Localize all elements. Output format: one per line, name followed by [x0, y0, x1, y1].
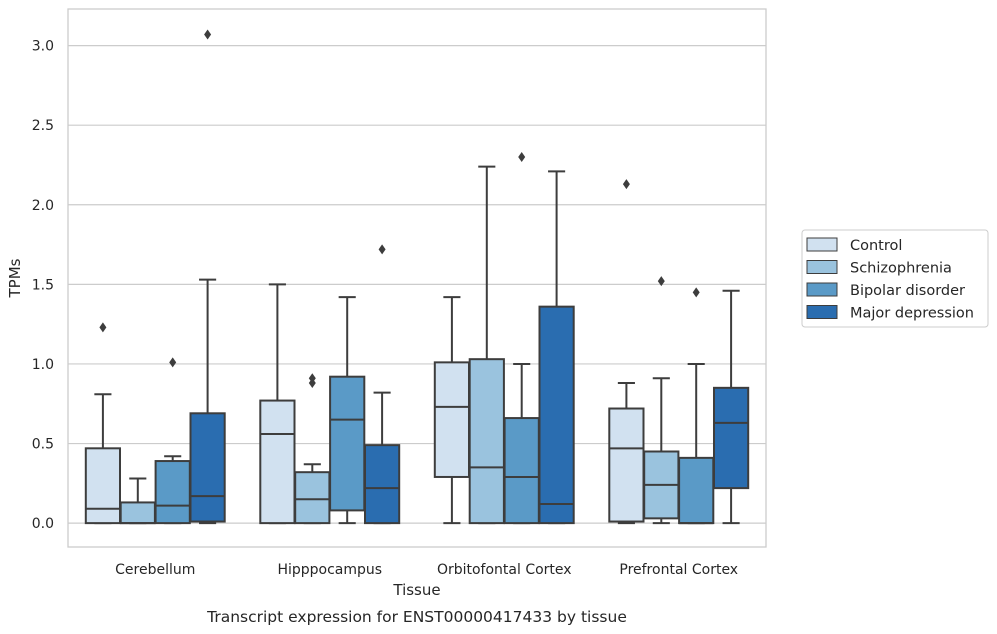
y-tick-label: 3.0: [32, 39, 54, 55]
box: [468, 358, 505, 525]
outlier-point: [169, 357, 177, 368]
box: [119, 501, 156, 525]
y-tick-label: 0.0: [32, 516, 54, 532]
legend-label: Control: [850, 238, 902, 254]
box: [538, 305, 575, 525]
box-group: [84, 322, 122, 525]
box-group: [538, 170, 575, 525]
y-axis-label: TPMs: [6, 258, 24, 298]
box-group: [643, 276, 680, 525]
box-group: [294, 373, 331, 525]
box-group: [259, 283, 296, 525]
y-tick-label: 2.5: [32, 118, 54, 134]
legend-swatch: [806, 282, 838, 297]
y-tick-label: 1.0: [32, 357, 54, 373]
box: [678, 456, 715, 525]
legend-swatch: [806, 305, 838, 319]
box-group: [468, 165, 505, 525]
gridlines: [68, 45, 766, 524]
plot-frame: [67, 8, 767, 548]
outlier-point: [204, 29, 212, 40]
outlier-point: [692, 287, 700, 298]
x-tick-label: Orbitofontal Cortex: [437, 562, 572, 578]
box: [329, 375, 366, 512]
legend-frame: [801, 229, 989, 328]
x-axis-label: Tissue: [392, 581, 440, 599]
legend-label: Schizophrenia: [850, 261, 952, 277]
y-tick-label: 2.0: [32, 198, 54, 214]
outlier-point: [378, 244, 386, 255]
x-tick-label: Cerebellum: [115, 562, 195, 578]
box-group: [433, 296, 471, 525]
outlier-point: [99, 322, 107, 333]
box: [503, 417, 540, 525]
x-axis-ticks: Cerebellum Hipppocampus Orbitofontal Corte…: [115, 562, 738, 578]
x-tick-label: Hipppocampus: [277, 562, 382, 578]
box: [712, 386, 750, 490]
box: [189, 412, 226, 523]
outlier-point: [308, 373, 316, 384]
box-group: [363, 244, 401, 525]
boxes: [84, 29, 750, 525]
box-group: [154, 357, 191, 525]
box-group: [189, 29, 226, 525]
legend-swatch: [806, 260, 838, 274]
box-group: [329, 296, 366, 525]
box: [433, 361, 471, 478]
x-tick-label: Prefrontal Cortex: [619, 562, 738, 578]
box: [294, 471, 331, 525]
box: [608, 407, 645, 523]
box-group: [503, 152, 540, 525]
box: [154, 460, 191, 525]
y-tick-label: 0.5: [32, 437, 54, 453]
box: [84, 447, 122, 525]
legend-label: Major depression: [850, 306, 974, 322]
box-group: [608, 179, 645, 525]
box-group: [678, 287, 715, 525]
box-group: [119, 477, 156, 525]
box: [259, 399, 296, 525]
outlier-point: [622, 179, 630, 190]
box: [363, 444, 401, 525]
outlier-point: [518, 152, 526, 163]
legend-label: Bipolar disorder: [850, 283, 965, 299]
figure-caption: Transcript expression for ENST0000041743…: [206, 608, 627, 626]
outlier-point: [657, 276, 665, 287]
legend: Control Schizophrenia Bipolar disorder Majo…: [801, 229, 989, 328]
y-axis-ticks: 0.0 0.5 1.0 1.5 2.0 2.5 3.0: [32, 39, 54, 533]
legend-swatch: [806, 237, 838, 252]
box-group: [712, 289, 750, 525]
y-tick-label: 1.5: [32, 277, 54, 293]
